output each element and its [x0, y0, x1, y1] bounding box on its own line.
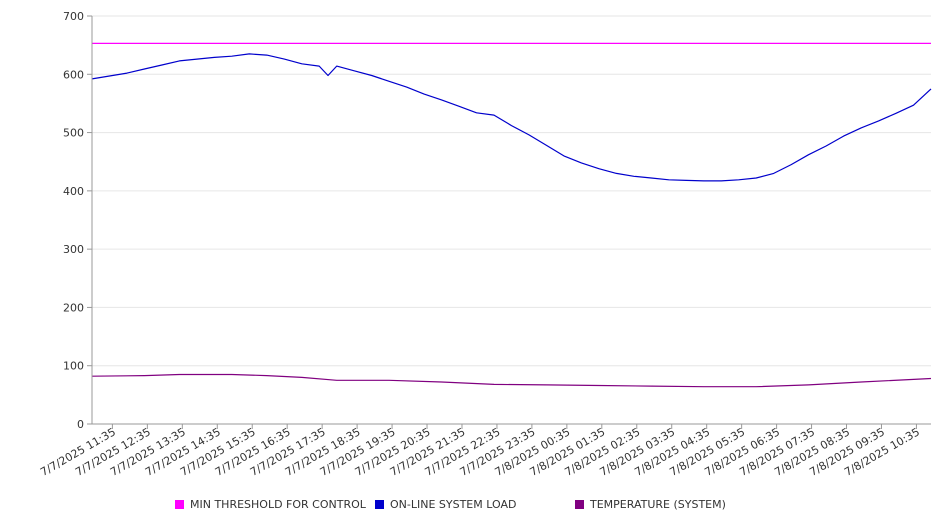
legend-item-temperature-system[interactable]: TEMPERATURE (SYSTEM) — [575, 498, 726, 511]
legend-label-temperature-system: TEMPERATURE (SYSTEM) — [590, 498, 726, 511]
legend-swatch-online-system-load — [375, 500, 384, 509]
y-tick-label: 400 — [63, 185, 84, 198]
series-line-temperature-system — [91, 373, 932, 388]
series-lines — [91, 42, 932, 388]
legend-swatch-min-threshold — [175, 500, 184, 509]
legend-item-min-threshold[interactable]: MIN THRESHOLD FOR CONTROL — [175, 498, 366, 511]
series-line-on-line-system-load — [91, 53, 932, 182]
legend-swatch-temperature-system — [575, 500, 584, 509]
y-tick-label: 500 — [63, 127, 84, 140]
y-axis-ticks: 0 100 200 300 400 500 600 700 — [63, 10, 92, 431]
legend: MIN THRESHOLD FOR CONTROL ON-LINE SYSTEM… — [0, 498, 946, 516]
x-axis-ticks: 7/7/2025 11:357/7/2025 12:357/7/2025 13:… — [38, 424, 922, 479]
y-tick-label: 0 — [77, 418, 84, 431]
y-tick-label: 300 — [63, 243, 84, 256]
y-tick-label: 100 — [63, 360, 84, 373]
y-tick-label: 200 — [63, 301, 84, 314]
y-tick-label: 700 — [63, 10, 84, 23]
axes — [91, 16, 931, 425]
legend-item-online-system-load[interactable]: ON-LINE SYSTEM LOAD — [375, 498, 516, 511]
y-tick-label: 600 — [63, 68, 84, 81]
grid-lines — [92, 15, 931, 367]
legend-label-min-threshold: MIN THRESHOLD FOR CONTROL — [190, 498, 366, 511]
legend-label-online-system-load: ON-LINE SYSTEM LOAD — [390, 498, 517, 511]
